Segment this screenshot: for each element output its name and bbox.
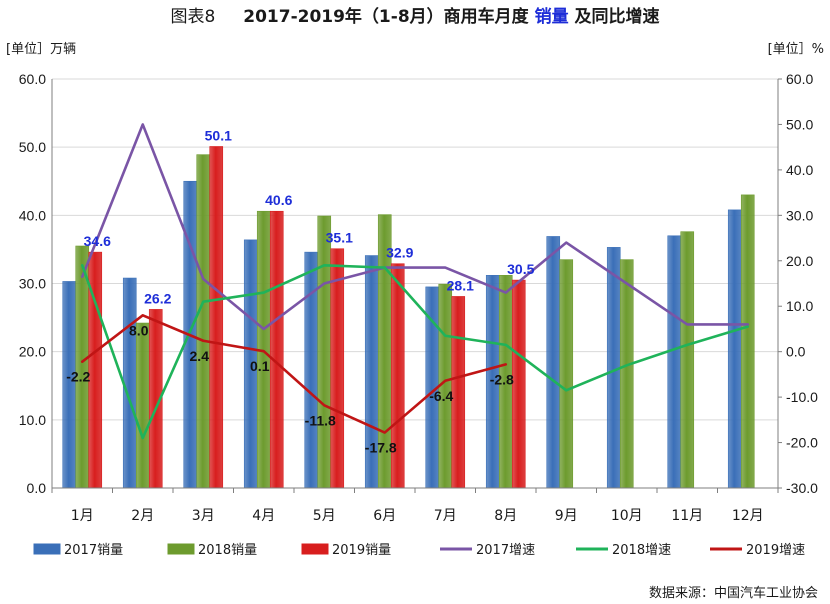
- legend-label: 2017增速: [476, 543, 535, 558]
- title-suffix: 及同比增速: [575, 6, 660, 27]
- y-left-tick-label: 60.0: [19, 71, 46, 87]
- legend-label: 2019增速: [746, 543, 805, 558]
- y-right-tick-label: -20.0: [786, 435, 818, 451]
- bar: [122, 277, 137, 489]
- x-tick-label: 12月: [732, 508, 764, 524]
- line-value-label: 2.4: [190, 348, 210, 364]
- x-tick-label: 3月: [192, 508, 215, 524]
- x-tick-label: 9月: [555, 508, 578, 524]
- grid-lines: [52, 78, 778, 489]
- title-main: 2017-2019年（1-8月）商用车月度: [243, 6, 529, 27]
- x-tick-label: 5月: [313, 508, 336, 524]
- bar: [451, 296, 466, 489]
- bar: [619, 259, 634, 489]
- bar: [559, 259, 574, 489]
- legend: 2017销量 2018销量 2019销量 2017增速 2018增速 2019增速: [33, 543, 805, 558]
- bar: [330, 248, 345, 489]
- bar: [317, 215, 332, 489]
- y-right-tick-label: 20.0: [786, 253, 813, 269]
- axes: 0.0 10.0 20.0 30.0 40.0 50.0 60.0 -30.0 -20.0 -10…: [19, 71, 818, 524]
- y-right-tick-label: 0.0: [786, 344, 806, 360]
- bar-value-label: 30.5: [507, 261, 534, 277]
- x-tick-label: 4月: [252, 508, 275, 524]
- legend-label: 2017销量: [64, 543, 123, 558]
- bar: [196, 154, 211, 489]
- series-line: [80, 123, 750, 331]
- x-tick-label: 2月: [131, 508, 154, 524]
- bar: [727, 209, 742, 489]
- data-labels: 34.6 26.2 50.1 40.6 35.1 32.9 28.1 30.5 -2.2 8.0 2…: [66, 127, 534, 455]
- legend-label: 2018销量: [198, 543, 257, 558]
- bar-value-label: 34.6: [84, 233, 111, 249]
- y-right-tick-label: 30.0: [786, 207, 813, 223]
- y-right-tick-label: -10.0: [786, 389, 818, 405]
- bar: [546, 236, 561, 489]
- bar: [209, 146, 224, 489]
- bar: [667, 235, 682, 489]
- title-prefix: 图表8: [171, 7, 216, 27]
- line-value-label: 0.1: [250, 358, 270, 374]
- bar: [135, 322, 150, 489]
- y-right-tick-label: 50.0: [786, 116, 813, 132]
- legend-label: 2018增速: [612, 543, 671, 558]
- bar-value-label: 28.1: [447, 277, 474, 293]
- y-right-tick-label: 60.0: [786, 71, 813, 87]
- legend-swatch: [301, 543, 329, 555]
- bar: [75, 245, 90, 489]
- bar-value-label: 26.2: [144, 290, 171, 306]
- x-tick-label: 10月: [611, 508, 643, 524]
- title-highlight: 销量: [535, 6, 569, 27]
- x-tick-label: 6月: [373, 508, 396, 524]
- bar: [511, 279, 526, 489]
- chart-title: 图表8 2017-2019年（1-8月）商用车月度 销量 及同比增速: [171, 6, 660, 27]
- line-value-label: -2.8: [490, 371, 514, 387]
- y-right-tick-label: -30.0: [786, 480, 818, 496]
- y-left-tick-label: 50.0: [19, 139, 46, 155]
- bar-value-label: 50.1: [205, 127, 232, 143]
- bar-value-label: 35.1: [326, 230, 353, 246]
- y-left-tick-label: 20.0: [19, 344, 46, 360]
- line-value-label: -17.8: [365, 440, 397, 456]
- series-line: [80, 314, 508, 434]
- y-right-tick-label: 10.0: [786, 298, 813, 314]
- legend-swatch: [167, 543, 195, 555]
- bar: [740, 194, 755, 489]
- x-tick-label: 1月: [71, 508, 94, 524]
- line-value-label: -6.4: [429, 388, 453, 404]
- x-tick-label: 8月: [494, 508, 517, 524]
- lines: [80, 123, 750, 440]
- legend-swatch: [33, 543, 61, 555]
- x-tick-label: 7月: [434, 508, 457, 524]
- bar: [304, 251, 319, 489]
- bars: [62, 146, 755, 489]
- y-right-tick-label: 40.0: [786, 162, 813, 178]
- line-value-label: 8.0: [129, 322, 149, 338]
- source-note: 数据来源：中国汽车工业协会: [649, 585, 818, 601]
- y-axis-left-unit: [单位］万辆: [6, 42, 76, 57]
- bar: [680, 231, 695, 489]
- y-axis-right-unit: [单位］%: [768, 42, 824, 57]
- series-line: [80, 264, 750, 440]
- line-value-label: -11.8: [305, 412, 336, 428]
- bar: [62, 281, 77, 489]
- y-left-tick-label: 40.0: [19, 207, 46, 223]
- bar-value-label: 40.6: [265, 192, 292, 208]
- bar: [269, 210, 284, 489]
- bar-value-label: 32.9: [386, 245, 413, 261]
- y-left-tick-label: 0.0: [27, 480, 47, 496]
- y-left-tick-label: 10.0: [19, 412, 46, 428]
- legend-label: 2019销量: [332, 543, 391, 558]
- line-value-label: -2.2: [66, 369, 90, 385]
- x-tick-label: 11月: [671, 508, 703, 524]
- y-left-tick-label: 30.0: [19, 276, 46, 292]
